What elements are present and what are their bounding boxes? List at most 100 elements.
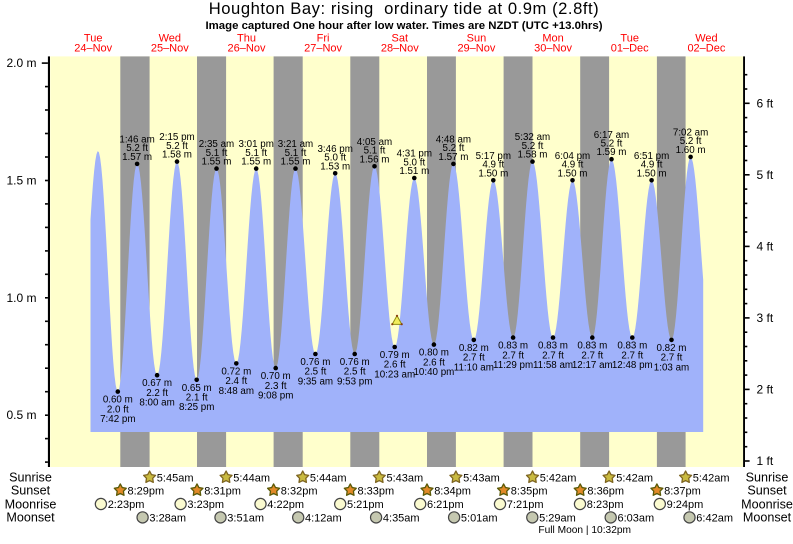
svg-text:01–Dec: 01–Dec: [611, 43, 649, 55]
svg-text:Sunrise: Sunrise: [9, 471, 52, 485]
svg-text:Sunset: Sunset: [11, 484, 51, 498]
svg-text:Houghton Bay: rising ordinary: Houghton Bay: rising ordinary tide at 0.…: [209, 0, 600, 18]
svg-text:2.5 ft: 2.5 ft: [344, 367, 366, 378]
svg-text:0.83 m: 0.83 m: [498, 341, 528, 352]
svg-text:Mon: Mon: [542, 33, 563, 45]
svg-text:3 ft: 3 ft: [757, 311, 774, 325]
svg-text:4:31 pm: 4:31 pm: [397, 149, 432, 160]
svg-text:5:43am: 5:43am: [387, 472, 424, 484]
svg-text:5.2 ft: 5.2 ft: [126, 143, 148, 154]
svg-text:5:42am: 5:42am: [693, 472, 730, 484]
svg-text:1.55 m: 1.55 m: [241, 157, 271, 168]
svg-text:1.59 m: 1.59 m: [597, 147, 627, 158]
svg-text:5.1 ft: 5.1 ft: [285, 148, 307, 159]
svg-text:0.72 m: 0.72 m: [221, 366, 251, 377]
svg-text:5 ft: 5 ft: [757, 168, 774, 182]
svg-text:8:34pm: 8:34pm: [434, 485, 471, 497]
svg-text:1.50 m: 1.50 m: [478, 168, 508, 179]
svg-text:0.60 m: 0.60 m: [103, 395, 133, 406]
svg-text:3:21 am: 3:21 am: [278, 139, 313, 150]
svg-text:Thu: Thu: [237, 33, 256, 45]
svg-text:9:53 pm: 9:53 pm: [337, 376, 372, 387]
svg-text:Wed: Wed: [695, 33, 717, 45]
svg-text:5:43am: 5:43am: [463, 472, 500, 484]
svg-text:11:58 am: 11:58 am: [533, 360, 573, 371]
svg-text:1.57 m: 1.57 m: [122, 152, 152, 163]
svg-text:8:23pm: 8:23pm: [587, 499, 624, 511]
svg-text:6:21pm: 6:21pm: [427, 499, 464, 511]
svg-text:5:29am: 5:29am: [539, 513, 576, 525]
svg-text:4.9 ft: 4.9 ft: [641, 160, 663, 171]
svg-text:2.7 ft: 2.7 ft: [502, 350, 524, 361]
svg-text:4.9 ft: 4.9 ft: [562, 160, 584, 171]
svg-text:Sunrise: Sunrise: [746, 471, 789, 485]
svg-text:2.7 ft: 2.7 ft: [463, 353, 485, 364]
svg-text:29–Nov: 29–Nov: [457, 43, 495, 55]
svg-text:11:29 pm: 11:29 pm: [493, 360, 533, 371]
svg-text:1.50 m: 1.50 m: [558, 168, 588, 179]
svg-text:8:35pm: 8:35pm: [511, 485, 548, 497]
svg-text:Sunset: Sunset: [747, 484, 787, 498]
svg-text:5.1 ft: 5.1 ft: [364, 146, 386, 157]
svg-text:0.65 m: 0.65 m: [182, 383, 212, 394]
svg-text:5:17 pm: 5:17 pm: [476, 151, 511, 162]
svg-text:0.82 m: 0.82 m: [657, 343, 687, 354]
svg-text:9:35 am: 9:35 am: [298, 376, 333, 387]
svg-text:0.80 m: 0.80 m: [419, 348, 449, 359]
svg-text:8:25 pm: 8:25 pm: [179, 402, 214, 413]
svg-text:2.1 ft: 2.1 ft: [186, 393, 208, 404]
svg-text:1:03 am: 1:03 am: [654, 362, 689, 373]
svg-text:2:35 am: 2:35 am: [199, 139, 234, 150]
svg-text:5.2 ft: 5.2 ft: [443, 143, 465, 154]
svg-text:6:42am: 6:42am: [696, 513, 733, 525]
svg-text:5:01am: 5:01am: [461, 513, 498, 525]
svg-text:5:44am: 5:44am: [310, 472, 347, 484]
svg-text:2.7 ft: 2.7 ft: [581, 350, 603, 361]
svg-text:0.5 m: 0.5 m: [6, 408, 36, 422]
svg-text:5.2 ft: 5.2 ft: [166, 141, 188, 152]
svg-text:4:35am: 4:35am: [383, 513, 420, 525]
svg-text:2.2 ft: 2.2 ft: [146, 388, 168, 399]
svg-text:5.2 ft: 5.2 ft: [601, 139, 623, 150]
svg-text:5.0 ft: 5.0 ft: [403, 157, 425, 168]
svg-text:8:37pm: 8:37pm: [664, 485, 701, 497]
svg-text:1.50 m: 1.50 m: [637, 168, 667, 179]
svg-text:Tue: Tue: [84, 33, 103, 45]
svg-text:30–Nov: 30–Nov: [534, 43, 572, 55]
svg-text:12:17 am: 12:17 am: [572, 360, 613, 371]
svg-text:Moonset: Moonset: [6, 511, 55, 525]
svg-text:1.5 m: 1.5 m: [6, 174, 36, 188]
svg-text:6:04 pm: 6:04 pm: [555, 151, 590, 162]
svg-text:12:48 pm: 12:48 pm: [612, 360, 653, 371]
svg-text:5:42am: 5:42am: [540, 472, 577, 484]
svg-text:25–Nov: 25–Nov: [151, 43, 189, 55]
svg-text:2 ft: 2 ft: [757, 383, 774, 397]
svg-text:Moonrise: Moonrise: [741, 497, 793, 511]
svg-text:2.6 ft: 2.6 ft: [384, 360, 406, 371]
svg-text:2.7 ft: 2.7 ft: [661, 353, 683, 364]
svg-text:8:36pm: 8:36pm: [587, 485, 624, 497]
svg-text:4 ft: 4 ft: [757, 240, 774, 254]
svg-text:4.9 ft: 4.9 ft: [482, 160, 504, 171]
svg-text:5.1 ft: 5.1 ft: [245, 148, 267, 159]
svg-text:0.67 m: 0.67 m: [142, 378, 172, 389]
svg-text:1.51 m: 1.51 m: [399, 166, 429, 177]
svg-text:2:23pm: 2:23pm: [108, 499, 145, 511]
svg-text:Image captured One hour after: Image captured One hour after low water.…: [206, 20, 603, 32]
svg-text:1:46 am: 1:46 am: [119, 135, 154, 146]
svg-text:1.55 m: 1.55 m: [202, 157, 232, 168]
svg-text:4:22pm: 4:22pm: [267, 499, 304, 511]
svg-text:5.2 ft: 5.2 ft: [522, 141, 544, 152]
svg-text:8:00 am: 8:00 am: [139, 398, 174, 409]
svg-text:1.53 m: 1.53 m: [320, 161, 350, 172]
svg-text:10:23 am: 10:23 am: [374, 369, 415, 380]
svg-text:8:33pm: 8:33pm: [358, 485, 395, 497]
svg-text:1.58 m: 1.58 m: [162, 150, 192, 161]
svg-text:Full Moon | 10:32pm: Full Moon | 10:32pm: [538, 525, 631, 536]
svg-text:11:10 am: 11:10 am: [454, 362, 494, 373]
svg-text:Sat: Sat: [392, 33, 409, 45]
svg-text:4:12am: 4:12am: [305, 513, 342, 525]
svg-text:Moonrise: Moonrise: [5, 497, 57, 511]
svg-text:3:01 pm: 3:01 pm: [238, 139, 273, 150]
svg-text:1.56 m: 1.56 m: [360, 154, 390, 165]
